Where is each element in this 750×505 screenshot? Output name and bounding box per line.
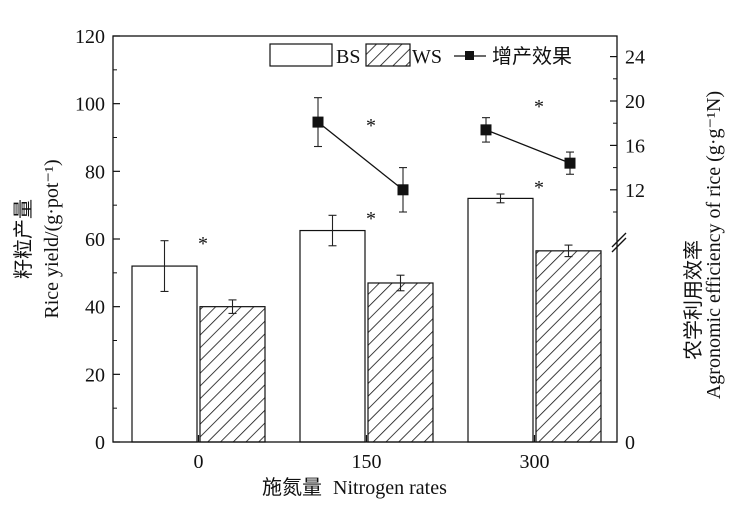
y-tick-label: 100 — [75, 94, 105, 116]
x-axis-label-cn-text: 施氮量 — [262, 476, 322, 499]
legend-label-line: 增产效果 — [492, 45, 572, 68]
significance-asterisk: * — [534, 96, 544, 118]
y-tick-label: 120 — [75, 26, 105, 48]
x-axis-label-cn: 施氮量 Nitrogen rates — [262, 476, 447, 499]
bar-bs — [467, 197, 534, 443]
legend-label-ws: WS — [412, 46, 442, 68]
significance-asterisk: * — [198, 233, 208, 255]
y-axis-label: Rice yield/(g·pot⁻¹) — [41, 159, 63, 318]
y-tick-label: 40 — [85, 297, 105, 319]
y-tick-label: 0 — [95, 432, 105, 454]
bar-ws — [199, 306, 266, 443]
efficiency-line — [485, 129, 571, 164]
x-tick-label: 0 — [194, 451, 204, 473]
legend-swatch-bs — [269, 43, 333, 67]
efficiency-point — [397, 184, 409, 196]
significance-asterisk: * — [366, 115, 376, 137]
plot-frame — [112, 35, 618, 443]
bar-ws — [367, 282, 434, 443]
x-tick-label: 300 — [520, 451, 550, 473]
y2-axis-label-cn: 农学利用效率 — [682, 240, 705, 360]
axis-break-mark — [611, 232, 627, 248]
significance-asterisk: * — [366, 208, 376, 230]
legend-square-marker — [465, 51, 474, 60]
x-axis-label-en-text: Nitrogen rates — [333, 477, 447, 499]
legend-label-bs: BS — [336, 46, 360, 68]
plot-marks: 0 20 40 60 80 100 120 0 12 16 20 24 0 150 300 * * * * * — [75, 26, 645, 473]
y-tick-label: 20 — [85, 364, 105, 386]
y-tick-label: 80 — [85, 161, 105, 183]
efficiency-point — [564, 157, 576, 169]
y2-tick-label: 20 — [625, 91, 645, 113]
bar-ws — [535, 250, 602, 443]
y2-tick-label: 16 — [625, 135, 645, 157]
y2-tick-label: 24 — [625, 47, 645, 69]
efficiency-point — [312, 116, 324, 128]
y-axis-label-cn: 籽粒产量 — [12, 199, 35, 279]
efficiency-point — [480, 124, 492, 136]
legend: BS WS 增产效果 — [269, 43, 572, 68]
bar-bs — [131, 265, 198, 443]
x-tick-label: 150 — [352, 451, 382, 473]
y2-tick-label: 12 — [625, 180, 645, 202]
significance-asterisk: * — [534, 177, 544, 199]
y2-axis-label: Agronomic efficiency of rice (g·g⁻¹N) — [703, 91, 725, 399]
bar-bs — [299, 229, 366, 443]
legend-swatch-ws — [365, 43, 411, 67]
y2-tick-label: 0 — [625, 432, 635, 454]
efficiency-line — [317, 121, 404, 191]
axis-break-mark — [611, 237, 627, 253]
y-tick-label: 60 — [85, 229, 105, 251]
